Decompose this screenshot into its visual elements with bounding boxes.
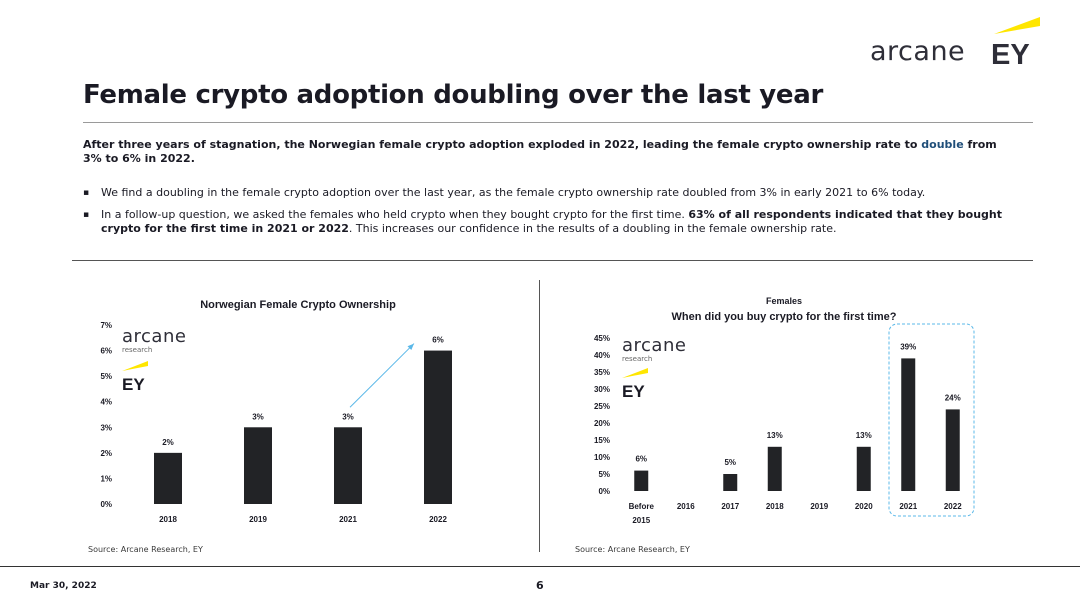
footer-divider <box>0 566 1080 567</box>
data-label: 2% <box>162 438 174 447</box>
chart2-logo: arcane research EY <box>622 337 686 402</box>
bar <box>723 474 738 491</box>
data-label: 6% <box>635 455 647 464</box>
title-divider <box>83 122 1033 123</box>
chart1-title: Norwegian Female Crypto Ownership <box>200 299 396 311</box>
chart1-research-text: research <box>122 346 153 354</box>
data-label: 24% <box>945 393 961 402</box>
bar <box>634 470 649 491</box>
y-tick-label: 35% <box>594 368 610 377</box>
x-tick-label: 2019 <box>249 515 267 524</box>
x-tick-label: 2021 <box>899 502 917 511</box>
bullet-text-post: . This increases our confidence in the r… <box>348 222 837 235</box>
y-tick-label: 5% <box>598 470 610 479</box>
trend-arrow-head <box>407 343 414 351</box>
bar <box>767 446 782 491</box>
ey-logo-icon: EY <box>991 17 1040 66</box>
x-tick-label: 2022 <box>429 515 447 524</box>
bar <box>154 452 182 504</box>
x-tick-label: 2022 <box>944 502 962 511</box>
y-tick-label: 6% <box>100 347 112 356</box>
chart-divider <box>539 280 540 552</box>
chart2-source: Source: Arcane Research, EY <box>575 545 690 554</box>
y-tick-label: 10% <box>594 453 610 462</box>
chart2-subtitle: Females <box>766 296 802 306</box>
y-tick-label: 45% <box>594 334 610 343</box>
x-tick-label: 2021 <box>339 515 357 524</box>
y-tick-label: 2% <box>100 449 112 458</box>
data-label: 3% <box>342 412 354 421</box>
x-tick-label: 2015 <box>632 516 650 525</box>
bar <box>856 446 871 491</box>
y-tick-label: 20% <box>594 419 610 428</box>
svg-text:EY: EY <box>122 375 145 394</box>
brand-logo: arcane EY <box>870 16 1045 71</box>
data-label: 13% <box>767 431 783 440</box>
lead-highlight: double <box>921 138 964 151</box>
data-label: 13% <box>856 431 872 440</box>
bullet-list: We find a doubling in the female crypto … <box>83 186 1003 244</box>
y-tick-label: 0% <box>100 500 112 509</box>
y-tick-label: 5% <box>100 372 112 381</box>
first-purchase-chart: Females When did you buy crypto for the f… <box>594 296 975 525</box>
chart1-ey-icon: EY <box>122 361 148 394</box>
ey-logo-text: EY <box>991 39 1030 66</box>
y-tick-label: 15% <box>594 436 610 445</box>
data-label: 5% <box>724 458 736 467</box>
bar <box>901 358 916 491</box>
bullet-text: We find a doubling in the female crypto … <box>101 186 926 199</box>
data-label: 39% <box>900 342 916 351</box>
y-tick-label: 7% <box>100 321 112 330</box>
page-number: 6 <box>536 579 544 592</box>
data-label: 6% <box>432 336 444 345</box>
bullet-item: In a follow-up question, we asked the fe… <box>83 208 1003 236</box>
x-tick-label: 2020 <box>855 502 873 511</box>
x-tick-label: 2018 <box>159 515 177 524</box>
chart1-logo: arcane research EY <box>122 328 186 395</box>
chart1-source: Source: Arcane Research, EY <box>88 545 203 554</box>
x-tick-label: Before <box>629 502 655 511</box>
footer-date: Mar 30, 2022 <box>30 581 97 591</box>
bullet-text-pre: In a follow-up question, we asked the fe… <box>101 208 689 221</box>
chart2-title: When did you buy crypto for the first ti… <box>672 311 897 323</box>
x-tick-label: 2016 <box>677 502 695 511</box>
y-tick-label: 4% <box>100 398 112 407</box>
chart2-ey-icon: EY <box>622 368 648 401</box>
bullet-item: We find a doubling in the female crypto … <box>83 186 1003 200</box>
chart1-arcane-text: arcane <box>122 326 187 347</box>
x-tick-label: 2019 <box>810 502 828 511</box>
svg-text:EY: EY <box>622 382 645 401</box>
ownership-chart: Norwegian Female Crypto Ownership 0% 1% 2% 3… <box>100 299 452 524</box>
y-tick-label: 1% <box>100 474 112 483</box>
bar <box>244 427 272 504</box>
lead-text-2: from 3% to 6% in 2022. <box>83 138 997 165</box>
trend-arrow <box>349 343 415 408</box>
page-title: Female crypto adoption doubling over the… <box>83 80 824 110</box>
x-tick-label: 2018 <box>766 502 784 511</box>
y-tick-label: 0% <box>598 487 610 496</box>
y-tick-label: 25% <box>594 402 610 411</box>
lead-text-1: After three years of stagnation, the Nor… <box>83 138 922 151</box>
y-tick-label: 30% <box>594 385 610 394</box>
x-tick-label: 2017 <box>721 502 739 511</box>
bar <box>424 350 452 504</box>
y-tick-label: 40% <box>594 351 610 360</box>
bar <box>945 409 960 491</box>
data-label: 3% <box>252 412 264 421</box>
chart2-research-text: research <box>622 355 653 363</box>
section-divider <box>72 260 1033 261</box>
y-tick-label: 3% <box>100 423 112 432</box>
bar <box>334 427 362 504</box>
bullet-text-bold: 63% of all respondents indicated that th… <box>101 208 1002 235</box>
lead-paragraph: After three years of stagnation, the Nor… <box>83 138 1003 166</box>
chart2-arcane-text: arcane <box>622 335 687 356</box>
arcane-logo-text: arcane <box>870 36 966 67</box>
